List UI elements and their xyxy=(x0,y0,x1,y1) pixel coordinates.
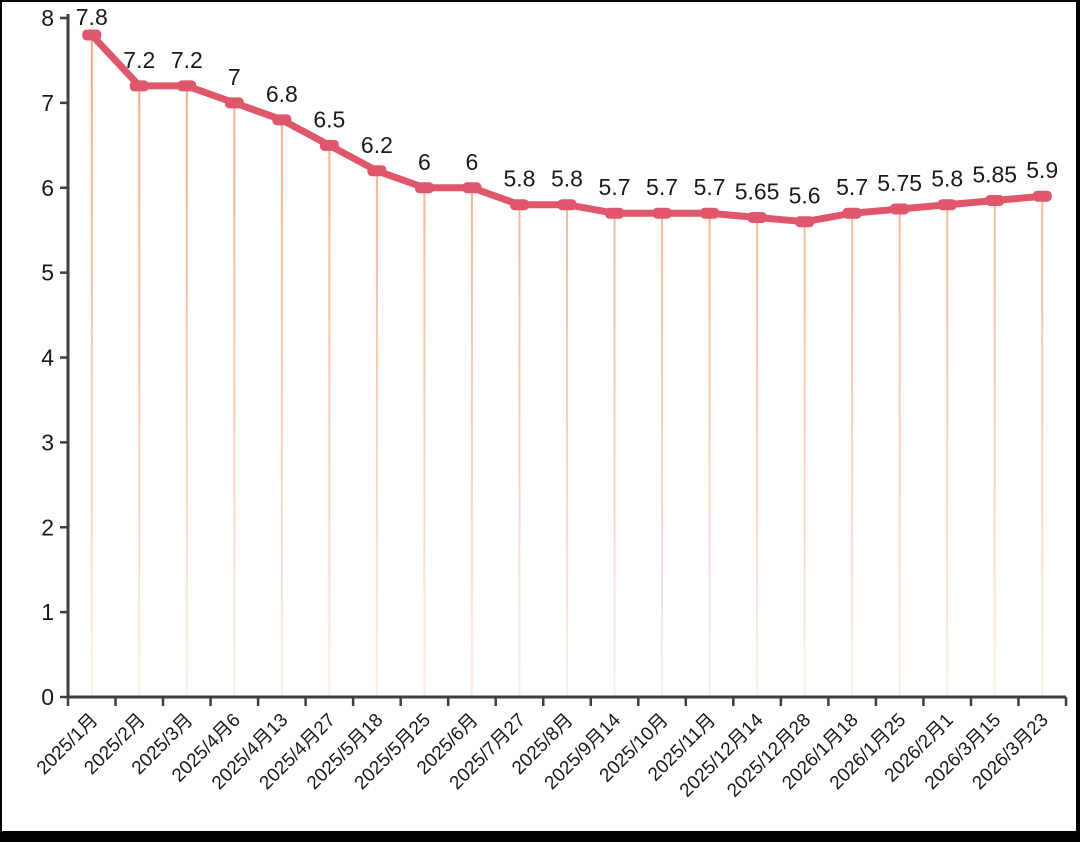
data-point-label: 7.2 xyxy=(171,47,203,73)
chart-canvas: 0 1 2 3 4 5 6 7 8 2025/1月 2025/2月 2025/3月 2025/4月6 20… xyxy=(2,2,1076,831)
data-point-marker xyxy=(985,194,1005,206)
data-point-marker xyxy=(319,139,339,151)
data-point-marker xyxy=(700,207,720,219)
y-axis-tick-label: 3 xyxy=(41,429,54,455)
data-point-marker xyxy=(82,29,102,41)
data-point-label: 5.7 xyxy=(694,174,726,200)
data-point-marker xyxy=(272,114,292,126)
y-axis-tick-label: 6 xyxy=(41,175,54,201)
data-point-label: 5.75 xyxy=(877,170,922,196)
data-point-marker xyxy=(414,182,434,194)
data-point-label: 6 xyxy=(418,149,431,175)
y-axis-tick-label: 2 xyxy=(41,514,54,540)
data-point-marker xyxy=(462,182,482,194)
y-axis-tick-label: 5 xyxy=(41,260,54,286)
data-point-label: 5.7 xyxy=(646,174,678,200)
data-point-label: 7.2 xyxy=(123,47,155,73)
data-point-marker xyxy=(509,199,529,211)
data-point-marker xyxy=(842,207,862,219)
data-point-label: 5.65 xyxy=(735,178,780,204)
y-axis-tick-label: 8 xyxy=(41,5,54,31)
data-point-marker xyxy=(605,207,625,219)
y-axis-tick-label: 7 xyxy=(41,90,54,116)
data-point-label: 7.8 xyxy=(76,4,108,30)
data-point-label: 5.9 xyxy=(1026,157,1058,183)
data-point-marker xyxy=(1032,190,1052,202)
y-axis-tick-label: 4 xyxy=(41,345,54,371)
data-point-marker xyxy=(224,97,244,109)
data-point-label: 6 xyxy=(466,149,479,175)
data-point-marker xyxy=(890,203,910,215)
data-point-label: 6.5 xyxy=(313,106,345,132)
data-point-label: 5.8 xyxy=(551,166,583,192)
data-point-label: 5.6 xyxy=(789,183,821,209)
data-point-marker xyxy=(652,207,672,219)
data-point-marker xyxy=(937,199,957,211)
data-point-label: 5.7 xyxy=(836,174,868,200)
y-axis-tick-label: 0 xyxy=(41,684,54,710)
data-point-marker xyxy=(367,165,387,177)
data-point-label: 7 xyxy=(228,64,241,90)
data-point-label: 6.8 xyxy=(266,81,298,107)
data-point-marker xyxy=(557,199,577,211)
line-chart: 0123456782025/1月2025/2月2025/3月2025/4月620… xyxy=(33,4,1068,801)
data-point-label: 5.85 xyxy=(972,161,1017,187)
data-point-marker xyxy=(747,211,767,223)
data-point-label: 5.8 xyxy=(931,166,963,192)
data-point-label: 6.2 xyxy=(361,132,393,158)
data-point-marker xyxy=(177,80,197,92)
data-point-label: 5.7 xyxy=(599,174,631,200)
data-point-marker xyxy=(795,216,815,228)
data-point-marker xyxy=(129,80,149,92)
data-point-label: 5.8 xyxy=(503,166,535,192)
y-axis-tick-label: 1 xyxy=(41,599,54,625)
